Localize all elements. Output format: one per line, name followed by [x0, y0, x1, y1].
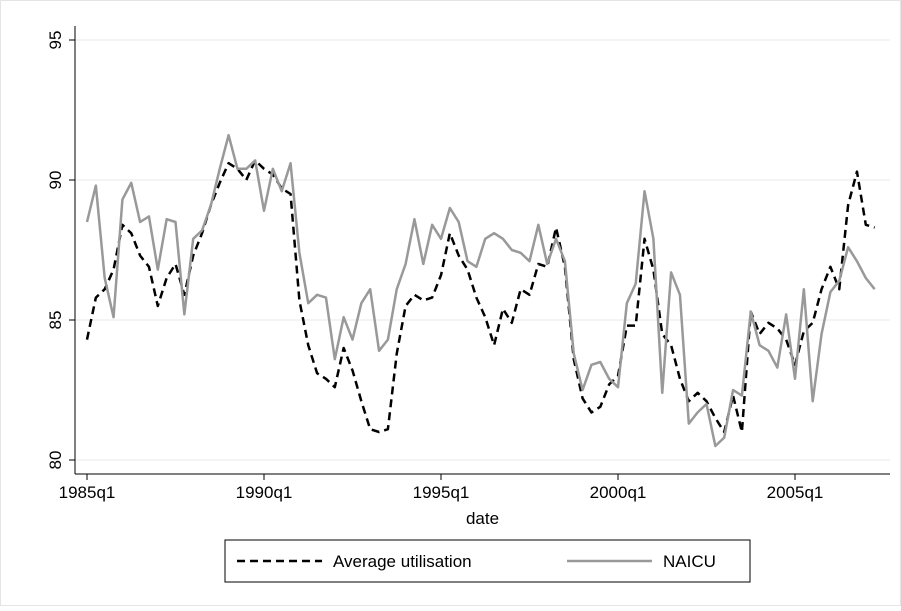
x-tick-label: 1995q1: [413, 483, 470, 502]
x-tick-label: 1990q1: [236, 483, 293, 502]
y-tick-label: 90: [46, 171, 65, 190]
x-axis-label: date: [466, 509, 499, 528]
legend-label: NAICU: [663, 552, 716, 571]
x-tick-label: 2000q1: [590, 483, 647, 502]
series-line: [85, 133, 876, 448]
legend-label: Average utilisation: [333, 552, 472, 571]
y-tick-label: 85: [46, 311, 65, 330]
x-tick-label: 2005q1: [767, 483, 824, 502]
x-tick-label: 1985q1: [59, 483, 116, 502]
y-tick-label: 80: [46, 451, 65, 470]
series-line: [85, 159, 876, 434]
y-tick-label: 95: [46, 31, 65, 50]
legend-box: [224, 539, 751, 583]
